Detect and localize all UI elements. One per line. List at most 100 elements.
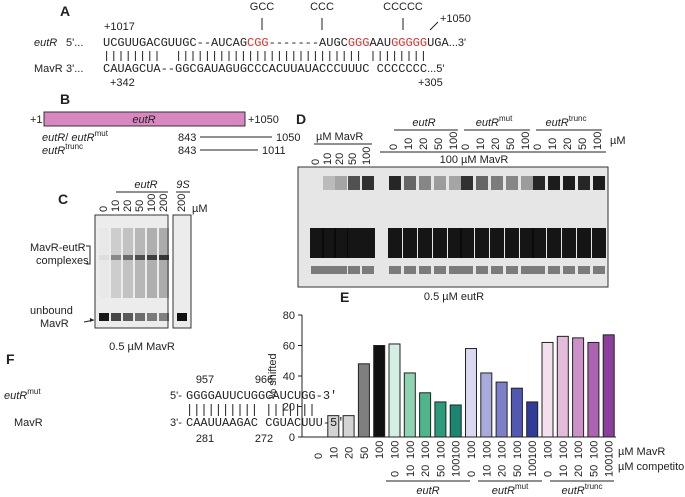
gel-smear [123, 228, 133, 298]
gel-smear [99, 228, 109, 298]
strand-name: eutR [34, 37, 57, 49]
strand-name-base: eutR [4, 390, 27, 402]
bar [510, 387, 523, 438]
gel-band [403, 228, 417, 258]
gel-band [419, 176, 431, 190]
gel-smear [147, 228, 157, 298]
strand-name: eutRmut [4, 387, 41, 402]
gel-band [347, 228, 361, 258]
gel-band [533, 176, 545, 190]
gel-band [578, 266, 590, 274]
x-tick-label: 100 [451, 441, 463, 459]
lane-label: 10 [475, 138, 487, 150]
construct-sep: / [65, 132, 71, 144]
gel-band [99, 313, 109, 321]
group-label-sup: mut [515, 482, 529, 491]
gel-band [434, 176, 446, 190]
gel-band [404, 176, 416, 190]
construct-sup: mut [95, 129, 109, 138]
gel-band [362, 266, 374, 274]
x-tick-label: 10 [405, 465, 417, 477]
position-label: +305 [418, 77, 443, 89]
strand-end: 3'... [66, 63, 83, 75]
row-label: µM MavR [618, 446, 665, 458]
gel-band [578, 176, 590, 190]
gel-band [159, 313, 169, 321]
panel-letter: E [340, 289, 349, 305]
strand-end: 3'- [170, 417, 182, 429]
panel-letter: A [60, 3, 70, 19]
position-label: +1 [30, 114, 43, 126]
x-tick-label: 50 [588, 465, 600, 477]
gel-band [475, 228, 489, 258]
gel-caption: 0.5 µM eutR [424, 291, 484, 303]
bar [449, 404, 462, 438]
lane-label: 100 [592, 132, 604, 150]
gel-band [490, 228, 504, 258]
x-tick-label: 100 [588, 441, 600, 459]
group-label: eutRmut [492, 482, 529, 497]
position-label: +1017 [104, 21, 135, 33]
x-tick-label: 20 [497, 465, 509, 477]
x-tick-label: 0 [390, 471, 402, 477]
band-label: complexes [36, 255, 89, 267]
unit-label: µM [192, 203, 208, 215]
gel [94, 214, 169, 329]
base-pairs [189, 404, 313, 416]
gel-band [147, 255, 157, 260]
group-label: eutRtrunc [545, 114, 586, 129]
gel-band [434, 266, 446, 274]
x-tick-label: 100 [374, 441, 386, 459]
x-tick-label: 0 [543, 471, 555, 477]
x-tick-label: 100 [512, 441, 524, 459]
gel-band [547, 228, 561, 258]
group-label: eutR [134, 179, 157, 191]
sequence-segment: AAU [369, 36, 391, 50]
band-label: unbound [30, 305, 73, 317]
gel-band [521, 266, 533, 274]
gel-band [389, 176, 401, 190]
gel-band [562, 228, 576, 258]
x-tick-label: 10 [481, 465, 493, 477]
bar [434, 401, 447, 438]
y-tick-label: 20 [283, 402, 295, 414]
gel-band [418, 228, 432, 258]
group-label-base: eutR [492, 485, 515, 497]
site-pointer [261, 18, 439, 31]
gel-band [123, 313, 133, 321]
x-tick-label: 100 [497, 441, 509, 459]
bar [403, 372, 416, 438]
group-label-sup: mut [499, 114, 513, 123]
gel-band [404, 266, 416, 274]
lane-label: 50 [347, 153, 359, 165]
lane-label: 10 [322, 153, 334, 165]
gel-band [111, 313, 121, 321]
bar [556, 335, 569, 438]
lane-label: 200 [176, 194, 188, 212]
group-label: eutR [412, 117, 435, 129]
row-label: µM competitor [618, 461, 685, 473]
gel-band [311, 266, 323, 274]
x-tick-label: 0 [466, 471, 478, 477]
gel-band [123, 255, 133, 260]
x-tick-label: 10 [558, 465, 570, 477]
x-tick-label: 100 [390, 441, 402, 459]
gel-band [135, 255, 145, 260]
sequence: CAUAGCUA--GGCGAUAGUGCCCACUUAUACCCUUUC CC… [103, 62, 444, 76]
gel-caption: 0.5 µM MavR [109, 341, 175, 353]
gel-band [548, 266, 560, 274]
lane-label: 10 [403, 138, 415, 150]
lane-label: 20 [562, 138, 574, 150]
arrow-head [90, 318, 94, 322]
lane-label: 0 [310, 159, 322, 165]
construct-name-base: eutR [42, 145, 65, 157]
gel-band [563, 266, 575, 274]
gel-band [548, 176, 560, 190]
gel-band [505, 228, 519, 258]
gel-band [177, 313, 187, 321]
group-label-sup: trunc [569, 114, 587, 123]
gel-band [593, 176, 605, 190]
group-label-base: eutR [476, 117, 499, 129]
x-tick-label: 100 [604, 459, 616, 477]
strand-end: 5'... [66, 37, 83, 49]
